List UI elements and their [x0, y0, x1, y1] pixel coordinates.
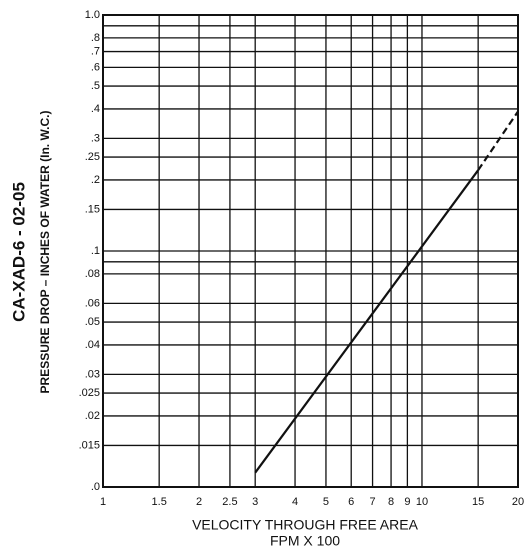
x-axis-label: VELOCITY THROUGH FREE AREA: [192, 517, 419, 533]
x-tick-label: 2: [196, 496, 202, 508]
y-axis-label: PRESSURE DROP – INCHES OF WATER (In. W.C…: [38, 111, 52, 394]
y-tick-label: .4: [91, 103, 100, 115]
x-tick-label: 2.5: [222, 496, 237, 508]
y-tick-label: .7: [91, 45, 100, 57]
y-tick-label: .0: [91, 481, 100, 493]
y-tick-label: .2: [91, 174, 100, 186]
y-tick-label: .1: [91, 245, 100, 257]
x-tick-label: 15: [472, 496, 484, 508]
y-tick-label: 1.0: [85, 9, 100, 21]
x-tick-label: 20: [512, 496, 524, 508]
y-tick-label: .06: [85, 297, 100, 309]
y-tick-label: .6: [91, 61, 100, 73]
y-tick-label: .25: [85, 151, 100, 163]
y-tick-label: .05: [85, 316, 100, 328]
x-tick-label: 5: [323, 496, 329, 508]
x-tick-label: 6: [348, 496, 354, 508]
y-tick-label: .025: [79, 387, 100, 399]
y-tick-label: .15: [85, 203, 100, 215]
y-tick-label: .015: [79, 439, 100, 451]
y-tick-label: .04: [85, 339, 100, 351]
y-tick-label: .8: [91, 32, 100, 44]
plot-border: [102, 14, 519, 488]
x-tick-label: 4: [292, 496, 298, 508]
x-tick-label: 3: [252, 496, 258, 508]
x-tick-label: 7: [370, 496, 376, 508]
x-tick-label: 10: [416, 496, 428, 508]
y-tick-label: .3: [91, 132, 100, 144]
x-tick-label: 9: [404, 496, 410, 508]
line: [477, 110, 519, 171]
y-tick-label: .08: [85, 268, 100, 280]
line: [254, 169, 480, 474]
x-axis-label: FPM X 100: [270, 533, 340, 549]
x-tick-label: 1: [100, 496, 106, 508]
y-tick-label: .02: [85, 410, 100, 422]
y-tick-label: .03: [85, 368, 100, 380]
x-tick-label: 8: [388, 496, 394, 508]
side-label: CA-XAD-6 - 02-05: [9, 182, 28, 322]
y-tick-label: .5: [91, 80, 100, 92]
x-tick-label: 1.5: [152, 496, 167, 508]
